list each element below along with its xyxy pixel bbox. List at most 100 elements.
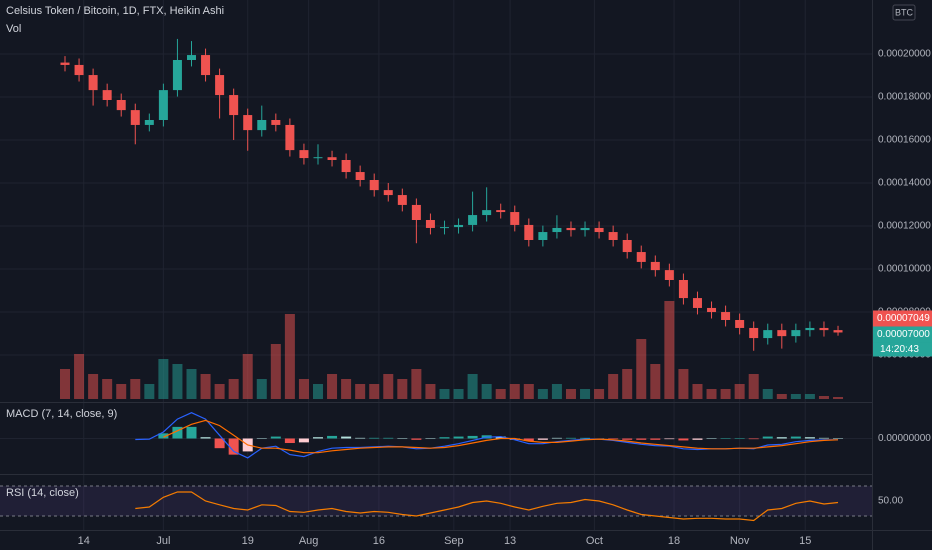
rsi-line [135, 491, 839, 522]
macd-histogram-bar [341, 436, 352, 439]
volume-bar [734, 384, 745, 399]
volume-bar [608, 374, 619, 399]
candle-body [144, 120, 154, 125]
macd-histogram-bar [720, 438, 731, 439]
volume-bar [664, 301, 675, 399]
x-tick-label: Aug [299, 535, 319, 547]
volume-bar [580, 389, 591, 399]
macd-histogram-bar [790, 436, 801, 439]
candle-body [636, 252, 646, 262]
candle-body [229, 95, 239, 116]
candle-body [116, 100, 126, 111]
volume-bar [228, 379, 239, 399]
macd-histogram-bar [186, 426, 197, 439]
y-tick-label: 0.00018000 [878, 92, 931, 103]
candle-body [721, 312, 731, 320]
macd-histogram-bar [650, 438, 661, 440]
volume-bar [523, 384, 534, 399]
macd-histogram-bar [636, 438, 647, 440]
macd-histogram-bar [762, 436, 773, 439]
volume-bar [720, 389, 731, 399]
x-tick-label: 18 [668, 535, 680, 547]
candle-body [749, 327, 759, 339]
volume-label: Vol [6, 23, 21, 35]
rsi-title: RSI (14, close) [6, 487, 79, 499]
candle-body [383, 190, 393, 196]
macd-histogram-bar [622, 438, 633, 440]
macd-histogram-bar [776, 437, 787, 439]
volume-bar [818, 396, 829, 399]
x-tick-label: 14 [78, 535, 90, 547]
macd-histogram-bar [692, 438, 703, 440]
candle-body [763, 330, 773, 339]
candle-body [819, 327, 829, 331]
x-tick-label: 19 [242, 535, 254, 547]
candle-body [341, 160, 351, 173]
candle-body [538, 232, 548, 240]
volume-bar [284, 314, 295, 399]
volume-bar [467, 374, 478, 399]
volume-bar [790, 394, 801, 399]
y-tick-label: 0.00016000 [878, 135, 931, 146]
candle-body [692, 298, 702, 308]
x-tick-label: 15 [799, 535, 811, 547]
macd-histogram-bar [608, 438, 619, 440]
candle-body [299, 150, 309, 159]
currency-label: BTC [895, 7, 914, 17]
candle-body [482, 210, 492, 216]
x-tick-label: Oct [586, 535, 603, 547]
volume-bar [200, 374, 211, 399]
candle-body [439, 227, 449, 229]
macd-histogram-bar [453, 436, 464, 439]
candle-body [805, 327, 815, 331]
candle-body [172, 60, 182, 91]
candle-body [791, 330, 801, 337]
volume-bar [650, 364, 661, 399]
macd-histogram-bar [158, 433, 169, 439]
candle-body [130, 110, 140, 125]
candle-body [327, 157, 337, 160]
countdown-label: 14:20:43 [880, 344, 919, 355]
volume-bar [594, 389, 605, 399]
macd-histogram-bar [298, 438, 309, 443]
candle-body [186, 55, 196, 60]
volume-bar [411, 369, 422, 399]
volume-bar [636, 339, 647, 399]
countdown-box [873, 342, 932, 357]
candle-body [74, 64, 84, 76]
volume-bar [804, 394, 815, 399]
volume-bar [327, 374, 338, 399]
candle-body [454, 224, 464, 228]
price-label-box [873, 310, 932, 327]
macd-histogram-bar [467, 435, 478, 439]
candle-body [60, 62, 70, 65]
candle-body [313, 157, 323, 159]
macd-histogram-bar [425, 438, 436, 439]
macd-histogram-bar [439, 437, 450, 439]
candle-body [622, 240, 632, 253]
volume-bar [144, 384, 155, 399]
volume-bar [383, 374, 394, 399]
volume-bar [341, 379, 352, 399]
volume-bar [186, 369, 197, 399]
candle-body [566, 227, 576, 231]
grid-layer [0, 0, 872, 530]
candle-body [707, 307, 717, 313]
candle-body [243, 115, 253, 131]
macd-histogram-bar [327, 435, 338, 439]
volume-bar [537, 389, 548, 399]
candle-body [88, 75, 98, 91]
volume-bar [256, 379, 267, 399]
macd-histogram-bar [256, 438, 267, 439]
macd-histogram-bar [537, 438, 548, 440]
candle-body [215, 75, 225, 96]
macd-histogram-bar [355, 437, 366, 439]
volume-bar [481, 384, 492, 399]
volume-bar [453, 389, 464, 399]
candle-body [608, 232, 618, 240]
candle-body [735, 320, 745, 328]
candle-body [369, 180, 379, 191]
volume-bar [116, 384, 127, 399]
